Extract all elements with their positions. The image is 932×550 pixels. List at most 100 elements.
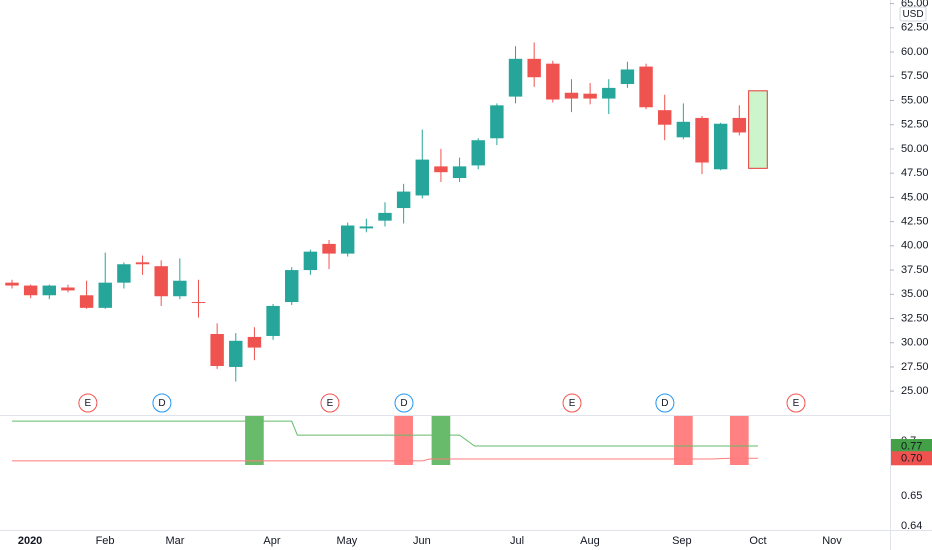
currency-label: USD xyxy=(902,9,923,20)
y-tick-label: 45.00 xyxy=(901,191,929,203)
x-tick-label: Jul xyxy=(510,535,524,547)
x-tick-label: May xyxy=(337,535,358,547)
event-label: D xyxy=(158,398,165,409)
event-label: D xyxy=(400,398,407,409)
candle-body xyxy=(378,212,392,221)
x-tick-label: 2020 xyxy=(18,535,42,547)
currency-box xyxy=(899,6,927,22)
last-value-tag xyxy=(891,439,932,454)
event-badge xyxy=(320,393,340,413)
candle-body xyxy=(154,266,168,297)
candle-body xyxy=(42,285,57,296)
y-tick-label: 35.00 xyxy=(901,288,929,300)
candle-body xyxy=(415,159,429,196)
signal-bar xyxy=(674,416,693,465)
candle-body xyxy=(322,243,336,254)
candle-body xyxy=(583,93,597,99)
candle-body xyxy=(303,251,318,271)
indicator-axis-label: 0.65 xyxy=(901,490,922,502)
candle-body xyxy=(247,336,262,348)
event-badge xyxy=(78,393,98,413)
candle-body xyxy=(396,191,411,209)
candle-body xyxy=(713,123,728,170)
y-tick-label: 32.50 xyxy=(901,312,929,324)
candle-body xyxy=(117,264,131,283)
event-label: E xyxy=(85,398,92,409)
candle-body xyxy=(490,105,504,139)
candle-body xyxy=(620,69,635,85)
event-label: E xyxy=(569,398,576,409)
x-tick-label: Sep xyxy=(672,535,692,547)
candle-body xyxy=(359,226,374,229)
event-badge xyxy=(786,393,806,413)
candle-body xyxy=(434,166,448,173)
y-tick-label: 30.00 xyxy=(901,337,929,349)
event-label: E xyxy=(793,398,800,409)
candle-body xyxy=(191,302,206,304)
signal-bar xyxy=(394,416,413,465)
candle-body xyxy=(98,282,112,308)
y-tick-label: 47.50 xyxy=(901,167,929,179)
candle-body xyxy=(732,117,747,133)
event-label: E xyxy=(327,398,334,409)
signal-bar xyxy=(245,416,264,465)
y-tick-label: 65.00 xyxy=(901,0,929,9)
indicator-line xyxy=(11,457,758,462)
candle-body xyxy=(79,295,94,308)
y-tick-label: 27.50 xyxy=(901,361,929,373)
event-badge xyxy=(152,393,172,413)
candle-body xyxy=(546,63,560,100)
candle-body xyxy=(527,58,541,78)
x-tick-label: Feb xyxy=(96,535,115,547)
candle-body xyxy=(173,280,187,297)
last-value-label: 0.70 xyxy=(901,453,922,465)
x-tick-label: Apr xyxy=(263,535,280,547)
candle-body xyxy=(285,270,299,303)
y-tick-label: 57.50 xyxy=(901,70,929,82)
candle-body xyxy=(602,87,616,99)
y-tick-label: 62.50 xyxy=(901,22,929,34)
event-badge xyxy=(655,393,675,413)
candle-body xyxy=(135,262,150,265)
candle-body xyxy=(61,287,75,291)
last-value-label: 0.77 xyxy=(901,440,922,452)
x-tick-label: Aug xyxy=(580,535,600,547)
y-tick-label: 25.00 xyxy=(901,385,929,397)
y-tick-label: 40.00 xyxy=(901,240,929,252)
x-tick-label: Oct xyxy=(749,535,766,547)
event-label: D xyxy=(661,398,668,409)
candle-body xyxy=(229,340,243,367)
y-tick-label: 60.00 xyxy=(901,46,929,58)
candle-body xyxy=(266,305,280,336)
candle-body xyxy=(210,334,224,367)
last-value-tag xyxy=(891,451,932,466)
event-badge xyxy=(562,393,582,413)
signal-bar xyxy=(431,416,451,465)
x-tick-label: Nov xyxy=(822,535,842,547)
x-tick-label: Mar xyxy=(166,535,185,547)
y-tick-label: 42.50 xyxy=(901,216,929,228)
y-tick-label: 37.50 xyxy=(901,264,929,276)
y-tick-label: 55.00 xyxy=(901,94,929,106)
candle-body xyxy=(639,66,653,108)
x-tick-label: Jun xyxy=(413,535,431,547)
projection-box xyxy=(748,90,768,169)
candle-body xyxy=(676,121,691,138)
candle-body xyxy=(508,58,523,97)
y-tick-label: 50.00 xyxy=(901,143,929,155)
candle-body xyxy=(658,110,672,125)
indicator-axis-label: 0.64 xyxy=(901,520,922,532)
candle-body xyxy=(471,140,485,166)
candle-body xyxy=(23,285,38,296)
candle-body xyxy=(695,117,709,163)
candle-body xyxy=(5,282,19,286)
candle-body xyxy=(340,225,355,254)
indicator-line xyxy=(11,420,758,447)
y-tick-label: 52.50 xyxy=(901,119,929,131)
candle-body xyxy=(452,166,467,179)
candle-body xyxy=(564,92,579,99)
signal-bar xyxy=(729,416,749,465)
event-badge xyxy=(394,393,414,413)
